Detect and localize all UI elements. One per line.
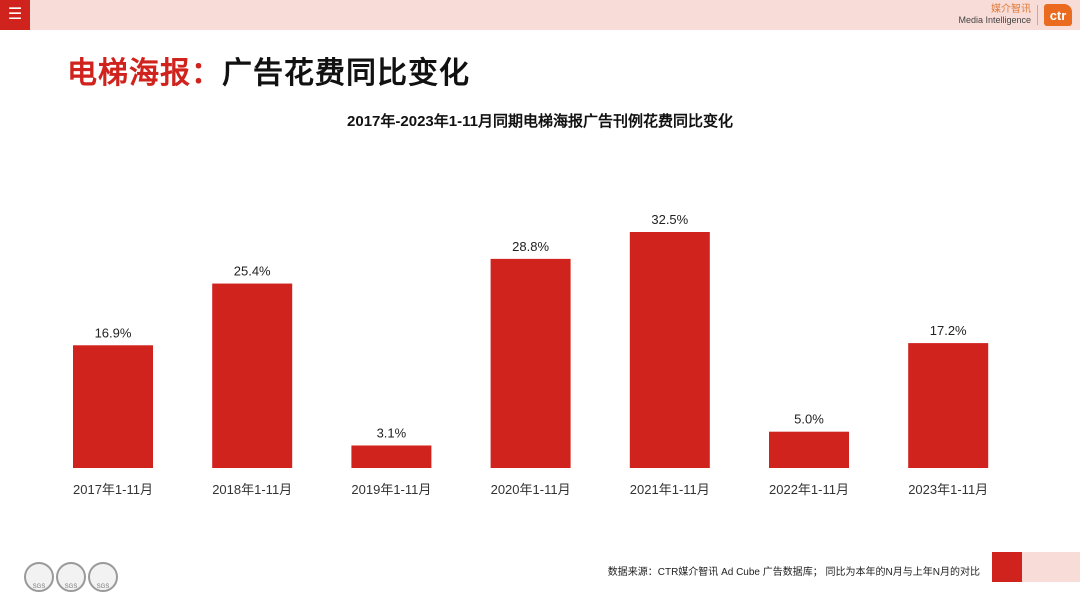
brand: 媒介智讯 Media Intelligence ctr	[958, 4, 1072, 26]
x-tick-label-2: 2019年1-11月	[351, 482, 431, 497]
x-tick-label-4: 2021年1-11月	[630, 482, 710, 497]
x-tick-label-0: 2017年1-11月	[73, 482, 153, 497]
bar-0	[73, 345, 153, 468]
menu-button[interactable]: ☰	[0, 0, 30, 30]
sgs-seal: SGS	[88, 562, 118, 592]
x-tick-label-6: 2023年1-11月	[908, 482, 988, 497]
data-label-1: 25.4%	[234, 264, 271, 279]
page-title-red: 电梯海报：	[67, 57, 222, 90]
source-note: 数据来源：CTR媒介智讯 Ad Cube 广告数据库； 同比为本年的N月与上年N…	[607, 567, 980, 578]
data-label-0: 16.9%	[95, 325, 132, 340]
certification-seals: SGS SGS SGS	[24, 562, 118, 592]
brand-text: 媒介智讯 Media Intelligence	[958, 4, 1031, 26]
x-tick-label-1: 2018年1-11月	[212, 482, 292, 497]
brand-en: Media Intelligence	[958, 15, 1031, 25]
bar-5	[769, 431, 849, 468]
x-tick-label-5: 2022年1-11月	[769, 482, 849, 497]
chart-title: 2017年-2023年1-11月同期电梯海报广告刊例花费同比变化	[347, 113, 733, 130]
sgs-seal: SGS	[24, 562, 54, 592]
bar-2	[351, 445, 432, 468]
menu-icon: ☰	[7, 6, 23, 23]
brand-cn: 媒介智讯	[991, 4, 1031, 15]
bar-6	[908, 343, 989, 468]
footer-accent-block	[992, 552, 1022, 582]
data-label-5: 5.0%	[794, 412, 824, 427]
sgs-seal: SGS	[56, 562, 86, 592]
bar-3	[490, 258, 571, 468]
data-label-2: 3.1%	[377, 425, 407, 440]
page-title: 电梯海报：广告花费同比变化	[67, 48, 470, 92]
brand-divider	[1037, 5, 1038, 25]
page-title-black: 广告花费同比变化	[222, 57, 470, 90]
bar-1	[212, 283, 293, 468]
ctr-logo: ctr	[1044, 4, 1072, 26]
x-tick-label-3: 2020年1-11月	[491, 482, 571, 497]
bar-4	[629, 232, 710, 468]
top-bar	[0, 0, 1080, 30]
footer-pink-block	[1022, 552, 1080, 582]
data-label-3: 28.8%	[512, 239, 549, 254]
data-label-4: 32.5%	[651, 212, 688, 227]
data-label-6: 17.2%	[930, 323, 967, 338]
